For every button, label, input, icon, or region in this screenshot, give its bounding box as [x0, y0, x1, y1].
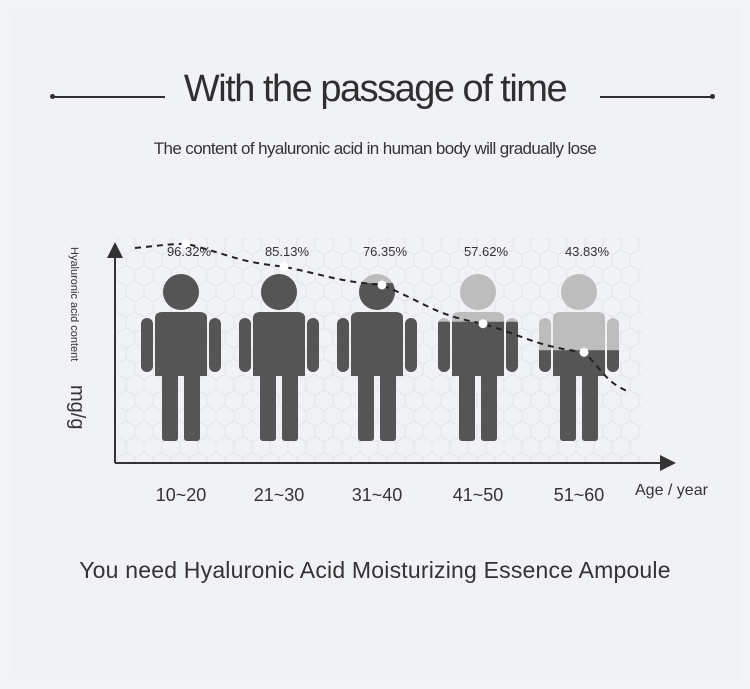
- data-point-2: [279, 262, 289, 272]
- page-title: With the passage of time: [183, 68, 568, 110]
- category-label-4: 41~50: [453, 485, 504, 505]
- category-label-1: 10~20: [156, 485, 207, 505]
- data-point-3: [377, 280, 387, 290]
- page-subtitle: The content of hyaluronic acid in human …: [153, 139, 597, 158]
- person-fill-level-4: [438, 321, 518, 441]
- y-axis-label-unit: mg/g: [66, 385, 88, 429]
- y-axis-label: Hyaluronic acid content mg/g: [66, 247, 88, 429]
- category-label-2: 21~30: [254, 485, 305, 505]
- value-label-1: 96.32%: [167, 244, 212, 259]
- person-figure-1: [141, 274, 221, 441]
- product-tagline: You need Hyaluronic Acid Moisturizing Es…: [79, 557, 671, 583]
- person-figure-4: [438, 274, 518, 441]
- title-rule-left-dot: [50, 94, 55, 99]
- decline-curve: [134, 242, 628, 392]
- person-figure-3: [337, 274, 417, 441]
- person-figure-2: [239, 274, 319, 441]
- value-label-5: 43.83%: [565, 244, 610, 259]
- value-label-2: 85.13%: [265, 244, 310, 259]
- y-axis-label-text: Hyaluronic acid content: [68, 247, 80, 361]
- person-fill-level-3: [337, 282, 417, 441]
- title-rule-right: [600, 96, 712, 98]
- data-point-5: [579, 347, 589, 357]
- category-label-3: 31~40: [352, 485, 403, 505]
- x-axis-label: Age / year: [635, 482, 709, 499]
- title-rule-right-dot: [710, 94, 715, 99]
- value-label-4: 57.62%: [464, 244, 509, 259]
- person-fill-level-2: [239, 274, 319, 441]
- person-fill-level-1: [141, 274, 221, 441]
- category-label-5: 51~60: [554, 485, 605, 505]
- value-label-3: 76.35%: [363, 244, 408, 259]
- data-point-4: [478, 319, 488, 329]
- data-point-1: [181, 239, 191, 249]
- title-rule-left: [52, 96, 165, 98]
- person-fill-level-5: [539, 350, 619, 441]
